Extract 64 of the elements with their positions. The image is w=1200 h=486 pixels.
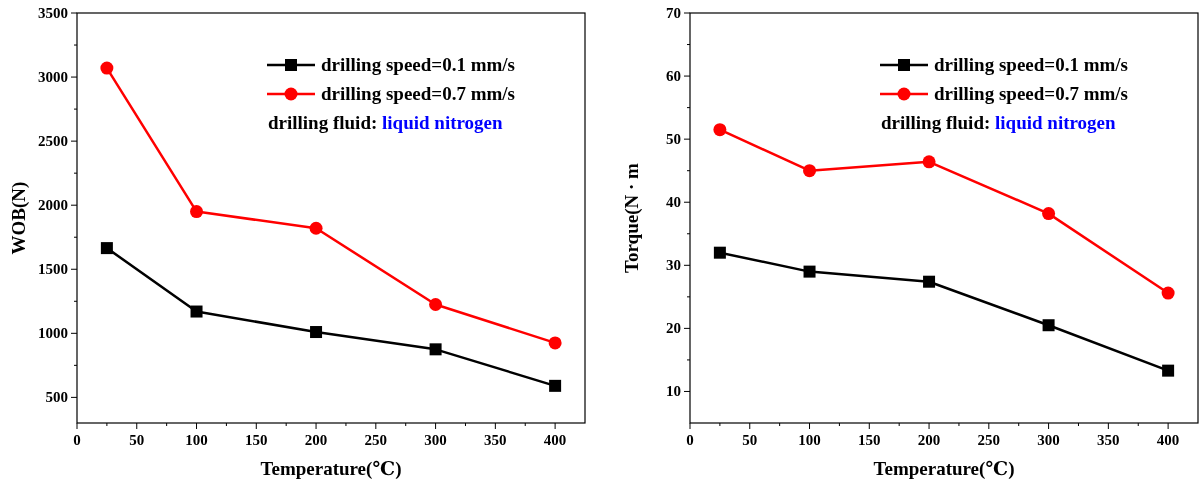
annotation: liquid nitrogen (990, 112, 1117, 133)
point (310, 326, 323, 339)
legend-label: drilling speed=0.7 mm/s (934, 83, 1128, 104)
x-tick-label: 200 (917, 432, 941, 448)
point (1162, 364, 1175, 377)
x-tick-label: 100 (185, 432, 208, 448)
point (1161, 286, 1175, 300)
y-tick-label: 1000 (38, 325, 68, 342)
annotation: drilling fluid: (268, 112, 378, 133)
point (922, 155, 936, 169)
y-tick-label: 40 (666, 194, 681, 211)
x-tick-label: 300 (424, 432, 447, 448)
annotation: liquid nitrogen (377, 112, 504, 133)
point (100, 242, 113, 255)
x-tick-label: 400 (543, 432, 567, 448)
x-tick-label: 250 (977, 432, 1001, 448)
x-axis-title: Temperature(℃) (260, 458, 402, 480)
y-axis-title: Torque(N · m (621, 162, 643, 273)
point (190, 305, 203, 318)
y-tick-label: 60 (666, 68, 681, 85)
x-tick-label: 0 (686, 432, 694, 448)
point (713, 246, 726, 259)
point (1042, 207, 1056, 221)
y-tick-label: 2500 (38, 133, 68, 150)
x-tick-label: 300 (1037, 432, 1060, 448)
y-axis-title: WOB(N) (8, 181, 30, 255)
point (190, 205, 204, 219)
x-tick-label: 50 (129, 432, 145, 448)
x-tick-label: 150 (245, 432, 268, 448)
x-tick-label: 350 (484, 432, 507, 448)
point (1042, 319, 1055, 332)
y-tick-label: 30 (666, 257, 681, 274)
y-tick-label: 3500 (38, 5, 68, 21)
y-tick-label: 500 (45, 389, 68, 406)
legend-label: drilling speed=0.1 mm/s (321, 54, 515, 75)
x-axis-title: Temperature(℃) (873, 458, 1015, 480)
x-tick-label: 100 (798, 432, 821, 448)
y-tick-label: 50 (666, 131, 681, 148)
x-tick-label: 50 (742, 432, 758, 448)
point (713, 123, 727, 137)
x-tick-label: 150 (858, 432, 881, 448)
x-tick-label: 200 (304, 432, 328, 448)
y-tick-label: 70 (666, 5, 681, 21)
x-tick-label: 250 (364, 432, 388, 448)
y-tick-label: 1500 (38, 261, 68, 278)
legend-label: drilling speed=0.1 mm/s (934, 54, 1128, 75)
y-tick-label: 3000 (38, 69, 68, 86)
point (100, 61, 114, 75)
x-tick-label: 400 (1156, 432, 1180, 448)
x-tick-label: 350 (1097, 432, 1120, 448)
annotation: drilling fluid: (881, 112, 991, 133)
point (803, 265, 816, 278)
x-tick-label: 0 (73, 432, 81, 448)
point (923, 275, 936, 288)
point (429, 343, 442, 356)
point (803, 164, 817, 178)
y-tick-label: 2000 (38, 197, 68, 214)
y-tick-label: 10 (666, 383, 681, 400)
point (429, 297, 443, 311)
legend-label: drilling speed=0.7 mm/s (321, 83, 515, 104)
y-tick-label: 20 (666, 320, 681, 337)
point (549, 379, 562, 392)
point (548, 336, 562, 350)
point (309, 221, 323, 235)
